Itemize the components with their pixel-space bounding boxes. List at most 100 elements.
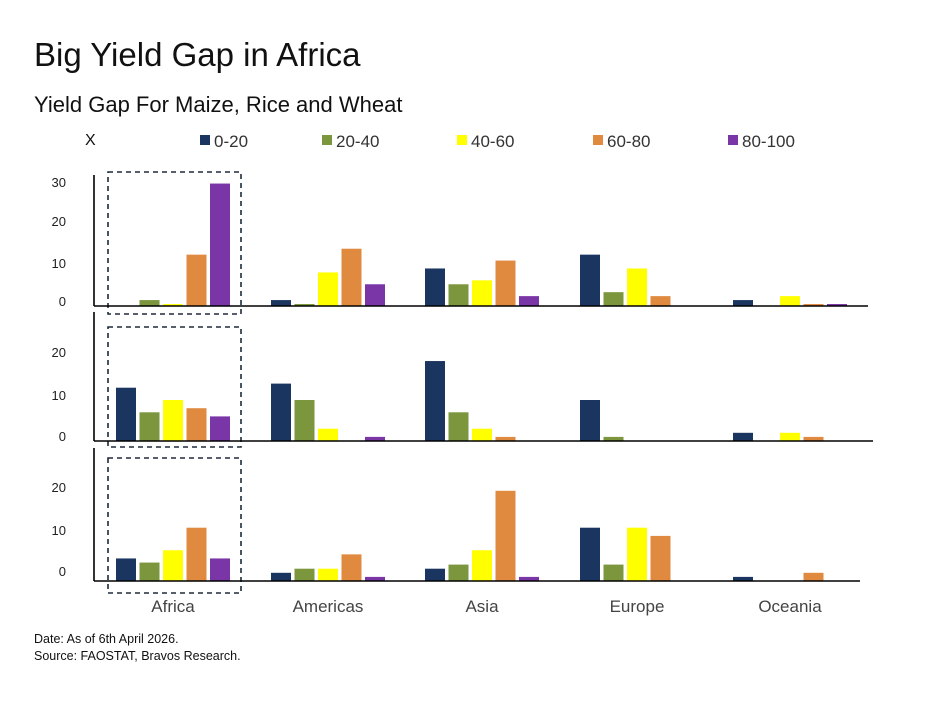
bar-asia-80-100 [519,296,539,306]
panel-3: 0 10 20 [52,448,860,582]
legend-swatch [728,135,738,145]
bar-asia-60-80 [495,436,516,441]
bar-europe-20-40 [603,564,624,581]
y-tick-label: 20 [52,214,66,229]
legend: 0-20 20-40 40-60 60-80 80-100 [200,132,795,151]
y-tick-label: 0 [59,564,66,579]
bar-group-asia [425,361,516,441]
bar-oceania-0-20 [733,300,753,306]
y-tick-label: 20 [52,345,66,360]
legend-label: 60-80 [607,132,650,151]
bar-asia-0-20 [425,268,445,306]
bar-americas-0-20 [271,572,291,581]
y-tick-label: 0 [59,429,66,444]
bar-group-americas [271,554,385,581]
africa-highlight-group [107,171,242,594]
bar-asia-20-40 [448,412,469,441]
y-tick-label: 30 [52,175,66,190]
legend-swatch [200,135,210,145]
bar-africa-20-40 [139,562,160,581]
panel-2: 0 10 20 [52,312,873,444]
bar-group-asia [425,260,539,306]
bar-americas-0-20 [271,300,291,306]
bar-asia-60-80 [495,490,516,581]
bar-americas-40-60 [318,428,338,441]
legend-label: 20-40 [336,132,379,151]
bar-africa-40-60 [163,304,183,306]
chart-panels: 0 10 20 30 0 10 20 0 10 20 [52,175,873,582]
bar-africa-0-20 [116,558,136,581]
x-axis-labels: Africa Americas Asia Europe Oceania [151,597,822,616]
chart-footer: Date: As of 6th April 2026. Source: FAOS… [34,631,241,665]
legend-item-60-80: 60-80 [593,132,650,151]
bar-africa-80-100 [210,183,230,306]
bar-oceania-40-60 [780,296,800,306]
bar-europe-40-60 [627,268,647,306]
bar-africa-40-60 [163,550,183,581]
bar-africa-0-20 [116,387,136,441]
bar-americas-80-100 [365,436,385,441]
unit-label: X [85,132,96,149]
footer-date: Date: As of 6th April 2026. [34,632,179,646]
bar-asia-0-20 [425,361,445,441]
legend-item-40-60: 40-60 [457,132,514,151]
bar-africa-20-40 [139,412,160,441]
bar-europe-40-60 [627,527,647,581]
legend-swatch [322,135,332,145]
bar-europe-0-20 [580,400,600,441]
bar-americas-40-60 [318,568,338,581]
legend-item-0-20: 0-20 [200,132,248,151]
y-tick-label: 20 [52,480,66,495]
bar-group-oceania [733,572,824,581]
bar-africa-60-80 [186,408,207,441]
bar-africa-80-100 [210,416,230,441]
bar-africa-60-80 [186,527,207,581]
y-tick-label: 0 [59,294,66,309]
footer-source: Source: FAOSTAT, Bravos Research. [34,649,241,663]
africa-highlight-box-1 [107,171,242,315]
y-tick-label: 10 [52,523,66,538]
bar-group-americas [271,248,385,306]
y-tick-label: 10 [52,388,66,403]
bar-oceania-60-80 [803,572,824,581]
x-tick-label-asia: Asia [465,597,499,616]
x-tick-label-oceania: Oceania [758,597,822,616]
legend-label: 40-60 [471,132,514,151]
africa-highlight-box-2 [107,326,242,448]
bar-americas-20-40 [294,304,315,306]
bar-europe-60-80 [650,535,671,581]
legend-item-80-100: 80-100 [728,132,795,151]
chart-subtitle: Yield Gap For Maize, Rice and Wheat [34,92,403,117]
bar-europe-0-20 [580,527,600,581]
bar-asia-60-80 [495,260,516,306]
bar-asia-20-40 [448,564,469,581]
legend-swatch [457,135,467,145]
legend-label: 80-100 [742,132,795,151]
bar-oceania-80-100 [827,304,847,306]
africa-highlight-box-3 [107,457,242,594]
bar-asia-0-20 [425,568,445,581]
bar-group-oceania [733,432,824,441]
chart-title: Big Yield Gap in Africa [34,36,361,73]
bar-asia-40-60 [472,428,492,441]
bar-asia-80-100 [519,576,539,581]
bar-oceania-40-60 [780,432,800,441]
bar-americas-0-20 [271,383,291,441]
x-tick-label-americas: Americas [293,597,364,616]
x-tick-label-europe: Europe [610,597,665,616]
bar-americas-60-80 [341,554,362,581]
bar-group-asia [425,490,539,581]
bar-europe-20-40 [603,292,624,306]
bar-africa-60-80 [186,254,207,306]
bar-group-africa [116,527,230,581]
bar-oceania-0-20 [733,576,753,581]
bar-asia-40-60 [472,280,492,306]
bar-asia-40-60 [472,550,492,581]
panel-1: 0 10 20 30 [52,175,868,309]
bar-group-africa [116,387,230,441]
bar-europe-20-40 [603,436,624,441]
y-tick-label: 10 [52,256,66,271]
x-tick-label-africa: Africa [151,597,195,616]
bar-europe-60-80 [650,296,671,306]
